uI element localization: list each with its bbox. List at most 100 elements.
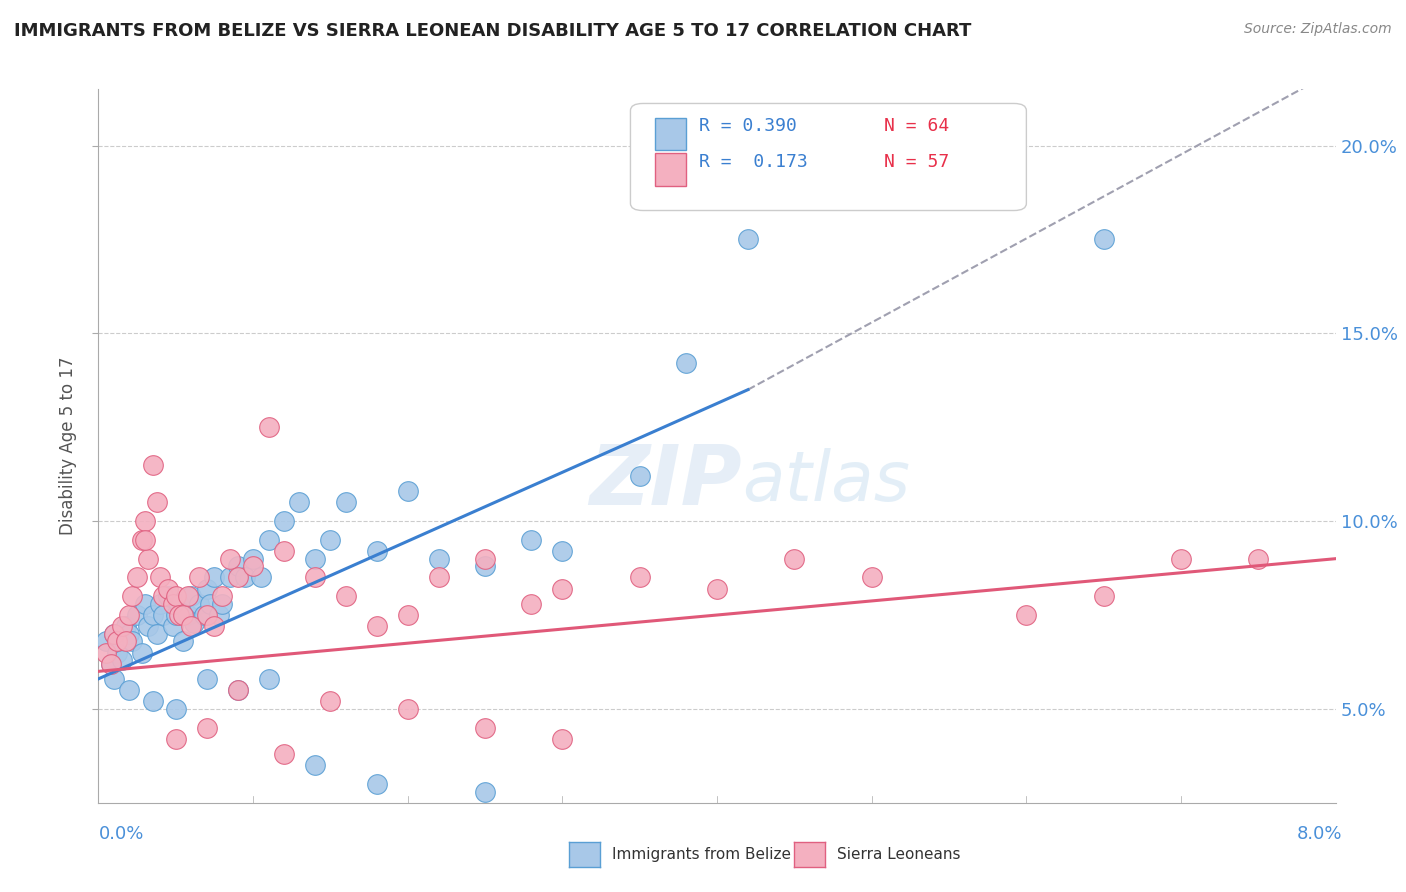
Point	[257, 420, 280, 434]
Point	[474, 551, 496, 566]
Point	[162, 619, 184, 633]
Point	[131, 646, 153, 660]
Point	[96, 634, 118, 648]
Point	[226, 559, 249, 574]
Point	[165, 607, 187, 622]
Text: Sierra Leoneans: Sierra Leoneans	[837, 847, 960, 862]
Point	[188, 570, 211, 584]
Point	[173, 607, 195, 622]
Point	[152, 607, 174, 622]
Point	[141, 607, 165, 622]
Point	[427, 570, 450, 584]
Point	[319, 694, 342, 708]
Point	[157, 582, 180, 596]
Point	[250, 570, 273, 584]
Point	[193, 607, 215, 622]
Point	[273, 514, 295, 528]
Point	[96, 646, 118, 660]
Point	[242, 559, 264, 574]
Point	[111, 619, 134, 633]
Text: atlas: atlas	[742, 448, 910, 516]
Text: IMMIGRANTS FROM BELIZE VS SIERRA LEONEAN DISABILITY AGE 5 TO 17 CORRELATION CHAR: IMMIGRANTS FROM BELIZE VS SIERRA LEONEAN…	[14, 22, 972, 40]
Point	[121, 589, 143, 603]
Point	[134, 597, 156, 611]
Point	[396, 702, 419, 716]
Point	[219, 551, 242, 566]
Point	[204, 570, 226, 584]
Point	[551, 582, 574, 596]
Point	[257, 533, 280, 547]
Point	[427, 551, 450, 566]
Bar	[655, 153, 686, 186]
Point	[180, 619, 202, 633]
Point	[366, 544, 388, 558]
Y-axis label: Disability Age 5 to 17: Disability Age 5 to 17	[59, 357, 77, 535]
Point	[131, 533, 153, 547]
Bar	[655, 118, 686, 150]
Point	[304, 551, 326, 566]
Point	[195, 582, 218, 596]
Point	[103, 627, 125, 641]
Point	[195, 721, 218, 735]
Point	[211, 589, 233, 603]
Point	[520, 533, 543, 547]
Point	[675, 356, 697, 370]
Text: Immigrants from Belize: Immigrants from Belize	[612, 847, 790, 862]
Point	[134, 533, 156, 547]
Point	[118, 627, 141, 641]
Point	[146, 627, 169, 641]
Point	[146, 495, 169, 509]
Point	[304, 570, 326, 584]
Point	[121, 634, 143, 648]
Point	[165, 589, 187, 603]
Point	[226, 570, 249, 584]
Point	[127, 607, 149, 622]
Point	[366, 777, 388, 791]
Point	[118, 683, 141, 698]
Point	[1092, 232, 1115, 246]
Point	[628, 570, 651, 584]
Point	[127, 570, 149, 584]
Point	[783, 138, 806, 153]
Point	[136, 551, 159, 566]
Point	[100, 657, 122, 671]
Point	[288, 495, 311, 509]
Point	[628, 469, 651, 483]
Point	[1092, 589, 1115, 603]
Point	[226, 683, 249, 698]
Point	[396, 484, 419, 499]
Point	[167, 607, 190, 622]
Point	[860, 570, 883, 584]
Point	[242, 551, 264, 566]
Text: ZIP: ZIP	[589, 442, 742, 522]
Point	[1170, 551, 1192, 566]
Point	[115, 634, 138, 648]
Point	[149, 597, 172, 611]
Point	[115, 619, 138, 633]
Text: N = 57: N = 57	[884, 153, 949, 171]
Point	[162, 597, 184, 611]
Point	[551, 544, 574, 558]
Point	[105, 646, 128, 660]
Point	[195, 672, 218, 686]
Point	[219, 570, 242, 584]
Point	[783, 551, 806, 566]
Point	[304, 758, 326, 772]
Point	[141, 458, 165, 472]
Text: N = 64: N = 64	[884, 118, 949, 136]
Text: R =  0.173: R = 0.173	[699, 153, 807, 171]
Text: Source: ZipAtlas.com: Source: ZipAtlas.com	[1244, 22, 1392, 37]
Point	[226, 683, 249, 698]
Point	[551, 731, 574, 746]
Point	[100, 657, 122, 671]
Point	[273, 544, 295, 558]
Point	[474, 784, 496, 798]
Point	[183, 615, 205, 630]
Point	[152, 589, 174, 603]
Point	[177, 607, 200, 622]
Point	[195, 607, 218, 622]
Point	[105, 634, 128, 648]
Point	[157, 589, 180, 603]
Point	[165, 702, 187, 716]
Point	[118, 607, 141, 622]
